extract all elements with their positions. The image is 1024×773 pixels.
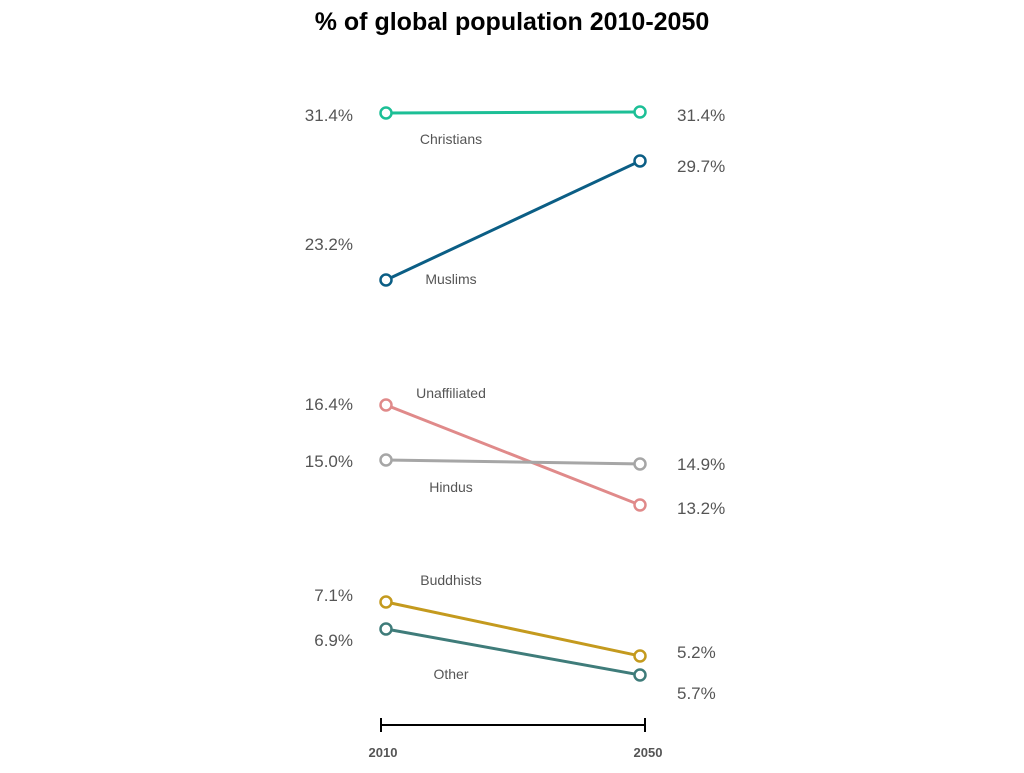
data-point-unaffiliated-2010[interactable] [379,398,393,412]
value-label-muslims-2050: 29.7% [677,157,725,176]
series-line-unaffiliated [384,403,642,507]
series-line-buddhists [384,600,642,658]
data-point-other-2010[interactable] [379,622,393,636]
x-tick-label-2010: 2010 [369,745,398,760]
value-label-muslims-2010: 23.2% [305,235,353,254]
value-label-hindus-2050: 14.9% [677,455,725,474]
series-label-christians: Christians [420,131,482,147]
series-label-buddhists: Buddhists [420,572,481,588]
series-christians: 31.4% 31.4% Christians [305,105,725,147]
value-label-unaffiliated-2010: 16.4% [305,395,353,414]
data-point-buddhists-2010[interactable] [379,595,393,609]
chart-title: % of global population 2010-2050 [314,8,710,36]
data-point-hindus-2010[interactable] [379,453,393,467]
series-hindus: 15.0% 14.9% Hindus [305,452,725,495]
x-axis: 2010 2050 [369,718,663,760]
value-label-unaffiliated-2050: 13.2% [677,499,725,518]
series-label-hindus: Hindus [429,479,473,495]
series-line-muslims [384,159,642,282]
data-point-christians-2010[interactable] [379,106,393,120]
data-point-muslims-2050[interactable] [633,154,647,168]
data-point-buddhists-2050[interactable] [633,649,647,663]
data-point-muslims-2010[interactable] [379,273,393,287]
data-point-hindus-2050[interactable] [633,457,647,471]
series-label-other: Other [433,666,468,682]
series-label-unaffiliated: Unaffiliated [416,385,486,401]
series-line-christians [384,110,642,115]
series-label-muslims: Muslims [425,271,476,287]
value-label-buddhists-2050: 5.2% [677,643,716,662]
series-unaffiliated: 16.4% 13.2% Unaffiliated [305,385,725,518]
value-label-buddhists-2010: 7.1% [314,586,353,605]
series-buddhists: 7.1% 5.2% Buddhists [314,572,716,663]
series-other: 6.9% 5.7% Other [314,622,716,703]
x-tick-label-2050: 2050 [634,745,663,760]
value-label-other-2050: 5.7% [677,684,716,703]
data-point-christians-2050[interactable] [633,105,647,119]
series-line-hindus [384,458,642,466]
value-label-christians-2050: 31.4% [677,106,725,125]
value-label-christians-2010: 31.4% [305,106,353,125]
value-label-other-2010: 6.9% [314,631,353,650]
value-label-hindus-2010: 15.0% [305,452,353,471]
series-muslims: 23.2% 29.7% Muslims [305,154,725,287]
data-point-unaffiliated-2050[interactable] [633,498,647,512]
series-line-other [384,627,642,677]
data-point-other-2050[interactable] [633,668,647,682]
